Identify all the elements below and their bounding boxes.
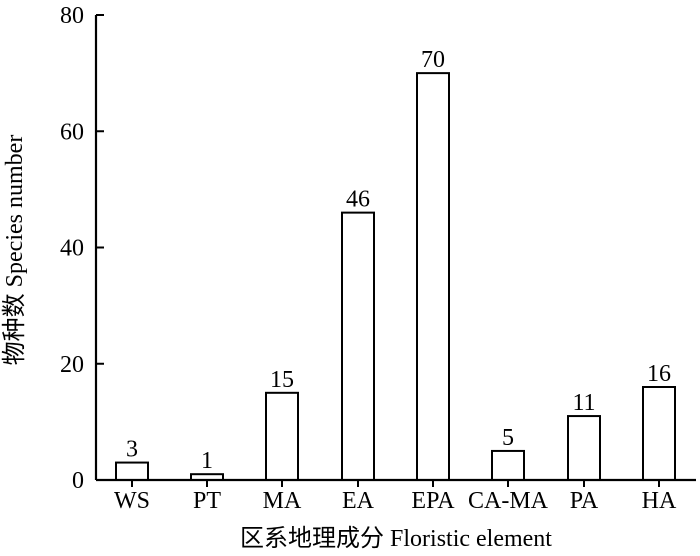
bar-value-label: 5 <box>502 425 514 451</box>
bar-ma <box>265 391 299 481</box>
x-tick-label: HA <box>642 488 677 514</box>
bar-value-label: 11 <box>572 390 595 416</box>
x-tick-label: MA <box>263 488 302 514</box>
y-axis-title: 物种数 Species number <box>1 135 28 366</box>
bar-value-label: 1 <box>201 448 213 474</box>
x-tick-label: PT <box>193 488 221 514</box>
x-tick-label: PA <box>570 488 599 514</box>
bar-value-label: 70 <box>421 47 445 73</box>
x-axis-title: 区系地理成分 Floristic element <box>240 525 552 552</box>
x-tick-label: EPA <box>411 488 455 514</box>
y-tick-label: 20 <box>60 352 84 378</box>
bar-value-label: 3 <box>126 437 138 463</box>
bar-value-label: 16 <box>647 361 671 387</box>
y-tick-label: 40 <box>60 236 84 262</box>
x-tick-label: EA <box>342 488 375 514</box>
bars-group: 3 1 15 46 70 5 11 16 <box>115 47 676 481</box>
x-tick-label: WS <box>114 488 150 514</box>
y-tick-label: 0 <box>72 468 84 494</box>
bar-value-label: 46 <box>346 187 370 213</box>
bar-value-label: 15 <box>270 367 294 393</box>
bar-epa <box>416 72 450 481</box>
bar-ca-ma <box>491 449 525 481</box>
bar-ea <box>341 211 375 481</box>
y-axis-ticks: 0 20 40 60 80 <box>60 3 104 494</box>
bar-ha <box>642 386 676 481</box>
x-axis-labels: WS PT MA EA EPA CA-MA PA HA <box>114 480 677 514</box>
x-tick-label: CA-MA <box>468 488 549 514</box>
bar-pa <box>567 415 601 481</box>
y-tick-label: 60 <box>60 119 84 145</box>
y-tick-label: 80 <box>60 3 84 29</box>
bar-ws <box>115 461 149 481</box>
